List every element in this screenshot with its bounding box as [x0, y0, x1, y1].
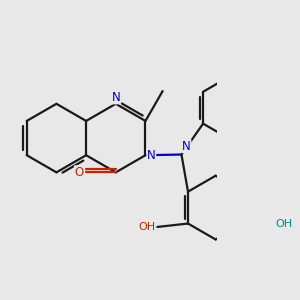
- Text: OH: OH: [275, 218, 292, 229]
- Text: OH: OH: [139, 222, 156, 232]
- Text: N: N: [147, 149, 156, 162]
- Text: N: N: [111, 91, 120, 104]
- Text: O: O: [75, 166, 84, 179]
- Text: H: H: [276, 218, 284, 229]
- Text: O: O: [275, 218, 284, 229]
- Text: N: N: [182, 140, 191, 153]
